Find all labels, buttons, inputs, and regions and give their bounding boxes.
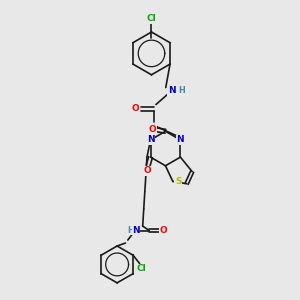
Text: S: S <box>175 177 181 186</box>
Text: O: O <box>160 226 167 235</box>
Text: H: H <box>179 86 185 95</box>
Text: Cl: Cl <box>147 14 156 23</box>
Text: O: O <box>132 104 140 113</box>
Text: H: H <box>127 226 134 235</box>
Text: N: N <box>177 135 184 144</box>
Text: N: N <box>147 135 154 144</box>
Text: N: N <box>168 86 176 95</box>
Text: O: O <box>148 125 156 134</box>
Text: O: O <box>143 166 151 175</box>
Text: N: N <box>132 226 140 235</box>
Text: Cl: Cl <box>136 264 146 273</box>
